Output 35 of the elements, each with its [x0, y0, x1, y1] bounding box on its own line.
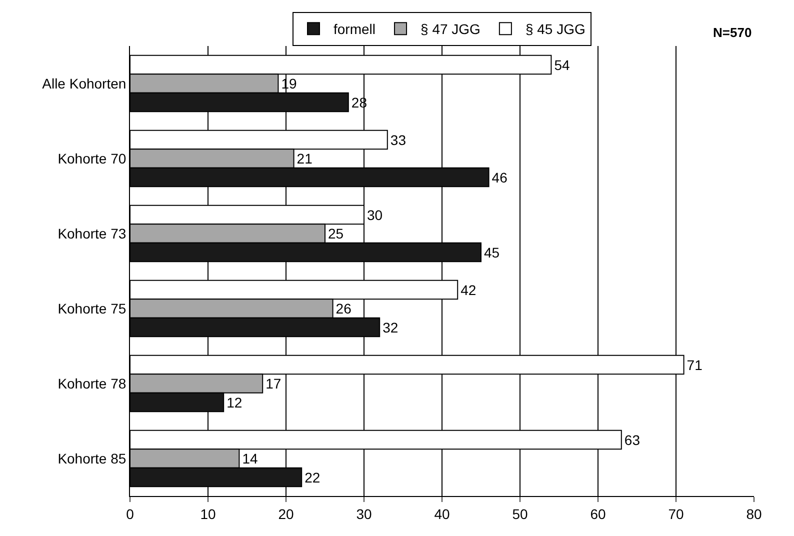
data-label: 63	[624, 432, 640, 448]
data-label: 30	[367, 206, 383, 223]
legend-label: formell	[334, 21, 376, 38]
legend-label: § 45 JGG	[525, 21, 586, 38]
y-tick-label: Kohorte 85	[58, 450, 126, 466]
x-tick-label: 40	[434, 506, 450, 522]
x-tick-label: 70	[668, 506, 684, 522]
data-label: 22	[304, 469, 320, 486]
legend-label: § 47 JGG	[420, 21, 480, 38]
data-label: 21	[296, 150, 313, 167]
x-tick-label: 30	[356, 506, 372, 522]
x-tick-label: 10	[200, 506, 216, 522]
data-label: 71	[686, 356, 703, 373]
data-label: 14	[242, 450, 258, 467]
y-tick-label: Kohorte 73	[58, 225, 126, 242]
data-label: 25	[328, 226, 344, 242]
y-tick-label: Kohorte 70	[58, 150, 126, 166]
x-tick-label: 50	[512, 506, 528, 522]
data-label: 12	[226, 394, 242, 410]
x-tick-label: 20	[278, 506, 294, 522]
data-label: 54	[554, 56, 570, 73]
text: N=570	[713, 25, 752, 40]
data-label: 42	[460, 282, 476, 298]
y-tick-label: Alle Kohorten	[42, 75, 126, 92]
data-label: 26	[336, 300, 352, 317]
x-tick-label: 60	[590, 506, 606, 522]
data-label: 46	[492, 169, 508, 186]
x-tick-label: 80	[746, 506, 762, 522]
y-tick-label: Kohorte 78	[58, 375, 126, 392]
data-label: 17	[266, 376, 282, 392]
x-tick-label: 0	[126, 506, 134, 522]
data-label: 45	[484, 244, 500, 260]
data-label: 32	[382, 319, 398, 336]
y-tick-label: Kohorte 75	[58, 300, 126, 316]
data-label: 33	[390, 132, 406, 148]
